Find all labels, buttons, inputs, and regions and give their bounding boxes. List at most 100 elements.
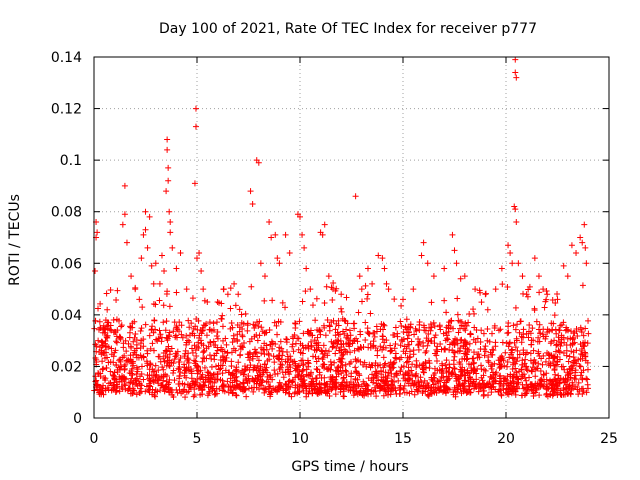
data-point (555, 347, 562, 354)
data-point (562, 386, 569, 392)
data-point (371, 333, 378, 340)
data-point (481, 352, 488, 359)
data-point (471, 367, 478, 374)
data-point (585, 317, 592, 324)
data-point (380, 326, 387, 333)
data-point (452, 335, 459, 342)
data-point (455, 329, 462, 336)
data-point (325, 388, 332, 395)
data-point (212, 363, 219, 370)
data-point (385, 369, 392, 376)
data-point (131, 334, 138, 341)
data-point (278, 345, 285, 352)
data-point (552, 299, 559, 306)
data-point (122, 337, 129, 344)
data-point-outlier (128, 273, 135, 280)
data-point (554, 290, 561, 297)
data-point (229, 324, 236, 331)
data-point (428, 299, 435, 306)
data-point (180, 386, 187, 393)
y-tick-label: 0 (73, 411, 82, 427)
data-point (347, 349, 354, 356)
data-point (526, 321, 533, 328)
data-point (454, 348, 461, 355)
data-point-outlier (383, 280, 390, 287)
data-point (219, 354, 226, 361)
data-point (258, 324, 265, 331)
data-point (96, 318, 103, 325)
data-point (164, 347, 171, 354)
data-point-outlier (513, 219, 520, 226)
data-point (542, 298, 549, 305)
data-point (353, 335, 360, 342)
data-point (513, 369, 520, 376)
data-point (105, 344, 112, 351)
data-point (255, 323, 262, 330)
data-point (539, 361, 546, 368)
data-point (503, 340, 510, 347)
data-point (246, 357, 253, 364)
data-point-outlier (276, 260, 283, 267)
data-point (139, 304, 146, 311)
data-point (282, 304, 289, 311)
data-point (237, 381, 244, 388)
data-point (426, 357, 433, 364)
data-point (497, 380, 504, 387)
data-point (362, 282, 369, 289)
data-point (407, 321, 414, 328)
data-point (431, 370, 438, 377)
data-point (580, 332, 587, 339)
data-point (206, 352, 213, 359)
data-point (308, 378, 315, 385)
data-point-outlier (410, 286, 417, 293)
data-point (116, 357, 123, 364)
data-point (362, 319, 369, 326)
data-point (409, 361, 416, 368)
data-point (411, 381, 418, 388)
data-point (245, 372, 252, 379)
data-point (378, 371, 385, 378)
data-point (577, 372, 584, 379)
data-point (92, 378, 99, 385)
data-point (241, 371, 248, 378)
data-point-outlier (156, 280, 163, 287)
data-point (164, 288, 171, 295)
data-point (113, 338, 120, 345)
data-point (313, 375, 320, 382)
data-point (218, 346, 225, 353)
data-point (457, 360, 464, 367)
data-point (384, 375, 391, 382)
data-point (446, 341, 453, 348)
data-point (532, 380, 539, 387)
data-point (228, 320, 235, 327)
data-point (458, 390, 465, 397)
data-point (242, 386, 249, 393)
data-point (470, 310, 477, 317)
data-point-outlier (140, 231, 147, 238)
data-point (452, 388, 459, 395)
data-point (269, 345, 276, 352)
data-point (451, 365, 458, 372)
data-point (507, 385, 514, 392)
data-point (204, 369, 211, 376)
data-point (305, 360, 312, 367)
data-point (582, 353, 589, 360)
data-point (271, 367, 278, 374)
data-point-outlier (166, 208, 173, 215)
data-point (485, 359, 492, 366)
data-point (329, 343, 336, 350)
data-point (575, 356, 582, 363)
data-point-outlier (257, 260, 264, 267)
data-point (387, 342, 394, 349)
data-point (403, 316, 410, 323)
data-point (584, 359, 591, 366)
data-point (160, 372, 167, 379)
data-point (103, 290, 110, 297)
data-point (549, 382, 556, 389)
data-point (577, 363, 584, 370)
data-point (123, 348, 130, 355)
data-point (196, 332, 203, 339)
data-point (506, 339, 513, 346)
data-point (505, 323, 512, 330)
data-point (410, 382, 417, 389)
